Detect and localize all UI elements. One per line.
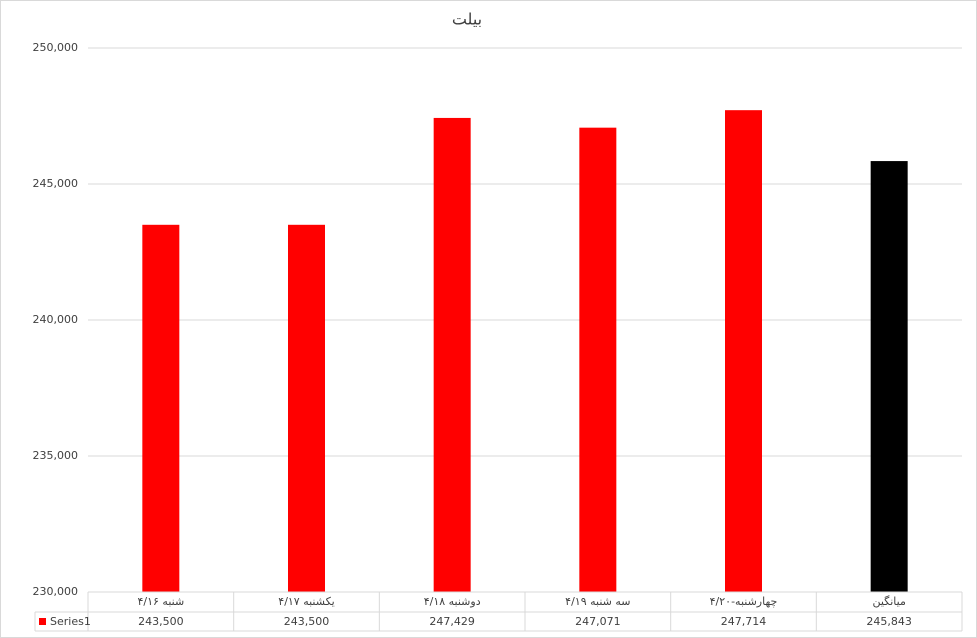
x-tick-label: سه شنبه ۴/۱۹ xyxy=(565,595,630,608)
y-tick-label: 245,000 xyxy=(33,177,79,190)
bar xyxy=(288,224,325,593)
x-tick-label: چهارشنبه-۴/۲۰ xyxy=(710,595,778,608)
data-label: 247,071 xyxy=(575,615,621,628)
y-tick-label: 230,000 xyxy=(33,585,79,598)
data-label: 247,714 xyxy=(721,615,767,628)
data-label: 245,843 xyxy=(866,615,912,628)
y-tick-label: 250,000 xyxy=(33,41,79,54)
x-tick-label: دوشنبه ۴/۱۸ xyxy=(424,595,481,608)
y-tick-label: 235,000 xyxy=(33,449,79,462)
bar xyxy=(725,110,762,592)
bar xyxy=(870,161,908,592)
y-tick-label: 240,000 xyxy=(33,313,79,326)
x-tick-label: یکشنبه ۴/۱۷ xyxy=(278,595,334,608)
data-label: 247,429 xyxy=(429,615,475,628)
x-tick-label: شنبه ۴/۱۶ xyxy=(137,595,184,608)
legend-label: Series1 xyxy=(50,615,91,628)
bar xyxy=(433,117,471,592)
bar xyxy=(142,224,180,593)
legend-key xyxy=(39,618,46,625)
x-tick-label: میانگین xyxy=(872,595,906,608)
data-label: 243,500 xyxy=(138,615,184,628)
data-label: 243,500 xyxy=(284,615,330,628)
bar xyxy=(579,127,617,593)
chart-title: بیلت xyxy=(452,10,482,29)
